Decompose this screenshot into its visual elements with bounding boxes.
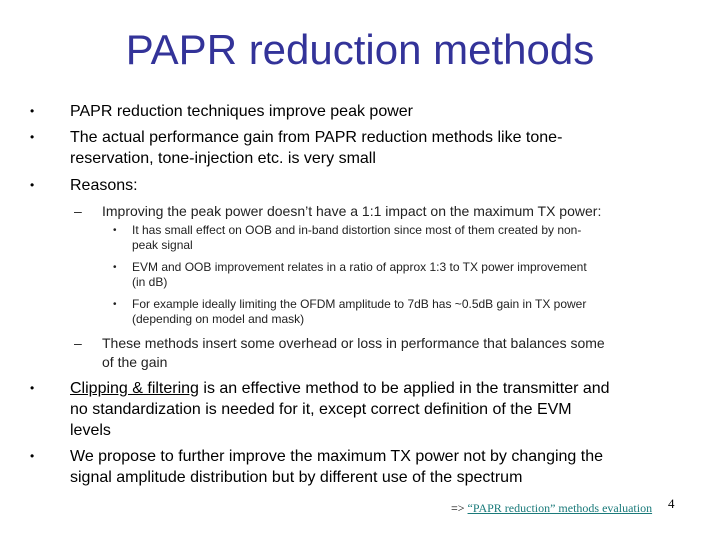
bullet-text: PAPR reduction techniques improve peak p… — [70, 101, 685, 122]
sub-sub-bullet-text-line: peak signal — [132, 238, 193, 252]
bullet-text: We propose to further improve the maximu… — [70, 446, 685, 488]
dash-marker: – — [74, 203, 82, 219]
bullet-text-line: signal amplitude distribution but by dif… — [70, 469, 523, 486]
bullet-marker: • — [113, 225, 117, 236]
bullet-marker: • — [30, 104, 35, 118]
sub-sub-bullet-text: It has small effect on OOB and in-band d… — [132, 223, 672, 253]
bullet-marker: • — [30, 449, 35, 463]
bullet-text-line: The actual performance gain from PAPR re… — [70, 129, 563, 146]
bullet-marker: • — [30, 381, 35, 395]
bullet-text: Reasons: — [70, 175, 685, 196]
sub-sub-bullet-text-line: (in dB) — [132, 275, 168, 289]
sub-sub-bullet-text-line: It has small effect on OOB and in-band d… — [132, 223, 582, 237]
sub-sub-bullet-text-line: (depending on model and mask) — [132, 312, 305, 326]
bullet-marker: • — [113, 262, 117, 273]
bullet-text-line: PAPR reduction techniques improve peak p… — [70, 103, 413, 120]
sub-sub-bullet-text: EVM and OOB improvement relates in a rat… — [132, 260, 672, 290]
sub-sub-bullet-text-line: EVM and OOB improvement relates in a rat… — [132, 260, 587, 274]
bullet-text-run: is an effective method to be applied in … — [198, 380, 610, 397]
bullet-marker: • — [30, 178, 35, 192]
sub-bullet-text-line: These methods insert some overhead or lo… — [102, 335, 605, 351]
bullet-marker: • — [113, 299, 117, 310]
sub-bullet-text: Improving the peak power doesn’t have a … — [102, 202, 682, 221]
evaluation-link-row: => “PAPR reduction” methods evaluation — [451, 501, 652, 516]
bullet-text: The actual performance gain from PAPR re… — [70, 127, 685, 169]
evaluation-link[interactable]: “PAPR reduction” methods evaluation — [467, 501, 653, 515]
bullet-text-line: reservation, tone-injection etc. is very… — [70, 150, 376, 167]
bullet-text-line: We propose to further improve the maximu… — [70, 448, 604, 465]
sub-sub-bullet-text-line: For example ideally limiting the OFDM am… — [132, 297, 587, 311]
bullet-text-line: Reasons: — [70, 177, 138, 194]
sub-bullet-text: These methods insert some overhead or lo… — [102, 334, 682, 372]
bullet-marker: • — [30, 130, 35, 144]
bullet-text-line: no standardization is needed for it, exc… — [70, 401, 572, 418]
page-number: 4 — [668, 496, 675, 511]
bullet-text-line: Clipping & filtering is an effective met… — [70, 378, 685, 399]
sub-bullet-text-line: Improving the peak power doesn’t have a … — [102, 203, 602, 219]
slide-title: PAPR reduction methods — [125, 26, 595, 73]
sub-sub-bullet-text: For example ideally limiting the OFDM am… — [132, 297, 672, 327]
link-prefix: => — [451, 501, 468, 515]
bullet-text-line: levels — [70, 422, 111, 439]
sub-bullet-text-line: of the gain — [102, 354, 168, 370]
underlined-term: Clipping & filtering — [70, 380, 199, 397]
bullet-text: Clipping & filtering is an effective met… — [70, 378, 685, 441]
dash-marker: – — [74, 335, 82, 351]
